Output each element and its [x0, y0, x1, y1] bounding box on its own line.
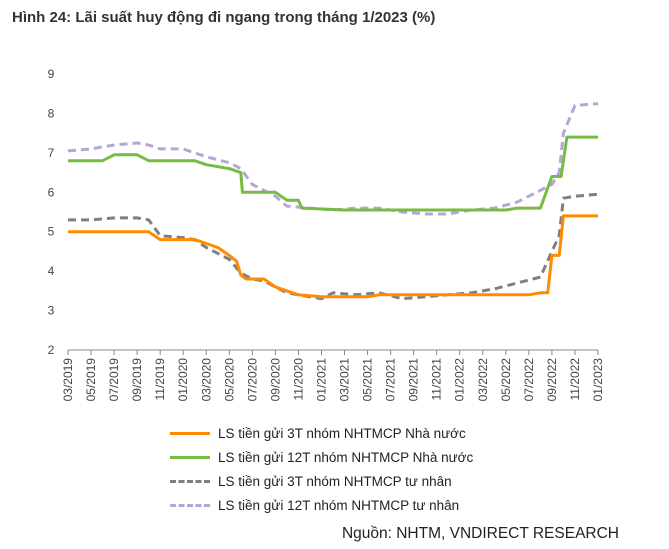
line-chart: 2 3 4 5 6 7 8 9 03/2019 05/2019 07/2019 09/2019 11/…: [48, 67, 605, 401]
x-tick-label: 07/2021: [384, 358, 398, 402]
x-tick-label: 09/2022: [545, 358, 559, 402]
x-tick-label: 07/2019: [107, 358, 121, 402]
y-tick-label: 3: [48, 304, 55, 318]
legend: LS tiền gửi 3T nhóm NHTMCP Nhà nước LS ti…: [170, 421, 473, 517]
x-tick-label: 01/2023: [591, 358, 605, 402]
x-tick-label: 05/2022: [499, 358, 513, 402]
x-tick-label: 11/2020: [291, 358, 305, 401]
x-tick-label: 03/2022: [476, 358, 490, 402]
source-note: Nguồn: NHTM, VNDIRECT RESEARCH: [341, 525, 619, 542]
x-tick-label: 11/2021: [430, 358, 444, 401]
legend-label: LS tiền gửi 3T nhóm NHTMCP Nhà nước: [218, 425, 466, 441]
series-line-4: [67, 102, 599, 216]
y-tick-label: 5: [48, 225, 55, 239]
legend-label: LS tiền gửi 3T nhóm NHTMCP tư nhân: [218, 473, 452, 489]
y-tick-label: 9: [48, 67, 55, 81]
y-tick-label: 7: [48, 146, 55, 160]
x-axis-ticks: 03/2019 05/2019 07/2019 09/2019 11/2019 01/20…: [61, 350, 605, 401]
legend-label: LS tiền gửi 12T nhóm NHTMCP tư nhân: [218, 497, 460, 513]
legend-item: LS tiền gửi 12T nhóm NHTMCP Nhà nước: [170, 445, 473, 469]
legend-item: LS tiền gửi 3T nhóm NHTMCP tư nhân: [170, 469, 473, 493]
x-tick-label: 07/2022: [522, 358, 536, 402]
y-tick-label: 6: [48, 185, 55, 199]
x-tick-label: 05/2021: [361, 358, 375, 402]
x-tick-label: 09/2020: [268, 358, 282, 402]
y-tick-label: 4: [48, 264, 55, 278]
y-axis-ticks: 2 3 4 5 6 7 8 9: [48, 67, 55, 357]
legend-swatch: [170, 455, 210, 459]
legend-swatch: [170, 479, 210, 483]
x-tick-label: 09/2019: [130, 358, 144, 402]
x-tick-label: 11/2019: [153, 358, 167, 401]
legend-item: LS tiền gửi 3T nhóm NHTMCP Nhà nước: [170, 421, 473, 445]
x-tick-label: 03/2020: [199, 358, 213, 402]
legend-swatch: [170, 431, 210, 435]
series-line-3: [68, 192, 599, 301]
series-lines: [67, 102, 599, 301]
x-tick-label: 03/2019: [61, 358, 75, 402]
x-tick-label: 11/2022: [568, 358, 582, 401]
series-line-2: [68, 135, 598, 212]
chart-title: Hình 24: Lãi suất huy động đi ngang tron…: [12, 9, 436, 26]
y-tick-label: 2: [48, 343, 55, 357]
x-tick-label: 03/2021: [338, 358, 352, 402]
legend-item: LS tiền gửi 12T nhóm NHTMCP tư nhân: [170, 493, 473, 517]
y-tick-label: 8: [48, 106, 55, 120]
x-tick-label: 01/2021: [314, 358, 328, 402]
x-tick-label: 05/2019: [84, 358, 98, 402]
x-tick-label: 05/2020: [222, 358, 236, 402]
series-line-1: [68, 214, 598, 299]
x-tick-label: 09/2021: [407, 358, 421, 402]
x-tick-label: 07/2020: [245, 358, 259, 402]
x-tick-label: 01/2020: [176, 358, 190, 402]
x-tick-label: 01/2022: [453, 358, 467, 402]
legend-swatch: [170, 503, 210, 507]
legend-label: LS tiền gửi 12T nhóm NHTMCP Nhà nước: [218, 449, 474, 465]
